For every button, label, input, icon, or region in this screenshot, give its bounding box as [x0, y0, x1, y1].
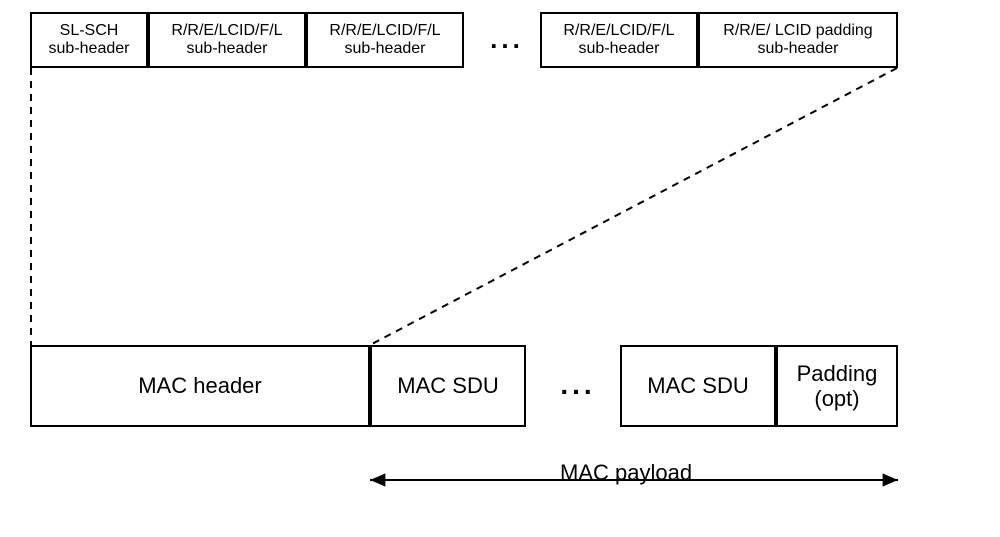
pdu-box-1-line1: MAC SDU	[397, 373, 498, 398]
subheader-box-2-line1: R/R/E/LCID/F/L	[329, 22, 440, 40]
subheader-box-1-line1: R/R/E/LCID/F/L	[171, 22, 282, 40]
subheader-box-0: SL-SCHsub-header	[30, 12, 148, 68]
payload-arrow-head-right	[883, 473, 898, 486]
subheader-box-1: R/R/E/LCID/F/Lsub-header	[148, 12, 306, 68]
payload-arrow-head-left	[370, 473, 385, 486]
pdu-box-3-line1: Padding	[797, 361, 878, 386]
subheader-box-4-line1: R/R/E/ LCID padding	[723, 22, 872, 40]
subheader-box-2-line2: sub-header	[345, 40, 426, 58]
subheader-box-2: R/R/E/LCID/F/Lsub-header	[306, 12, 464, 68]
subheader-box-4-line2: sub-header	[758, 40, 839, 58]
subheader-box-1-line2: sub-header	[187, 40, 268, 58]
bottom-ellipsis: ...	[536, 369, 620, 401]
pdu-box-1: MAC SDU	[370, 345, 526, 427]
subheader-box-3: R/R/E/LCID/F/Lsub-header	[540, 12, 698, 68]
pdu-box-0-line1: MAC header	[138, 373, 262, 398]
payload-arrow-label: MAC payload	[560, 460, 692, 486]
pdu-box-0: MAC header	[30, 345, 370, 427]
connector-right	[370, 68, 897, 345]
subheader-box-3-line1: R/R/E/LCID/F/L	[563, 22, 674, 40]
top-ellipsis: ...	[474, 24, 540, 55]
subheader-box-0-line1: SL-SCH	[60, 22, 119, 40]
subheader-box-4: R/R/E/ LCID paddingsub-header	[698, 12, 898, 68]
pdu-box-2: MAC SDU	[620, 345, 776, 427]
pdu-box-3: Padding(opt)	[776, 345, 898, 427]
pdu-box-2-line1: MAC SDU	[647, 373, 748, 398]
subheader-box-0-line2: sub-header	[49, 40, 130, 58]
pdu-box-3-line2: (opt)	[814, 386, 859, 411]
overlay-svg	[0, 0, 1000, 537]
subheader-box-3-line2: sub-header	[579, 40, 660, 58]
